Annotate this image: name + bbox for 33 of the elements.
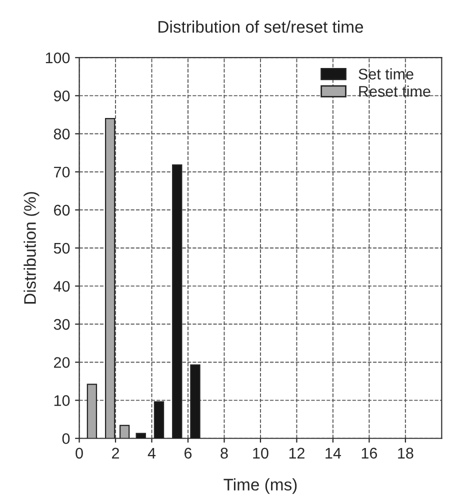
x-tick-label: 2 xyxy=(112,448,119,458)
x-tick-label: 8 xyxy=(220,448,228,459)
x-tick-label: 0 xyxy=(76,448,83,459)
y-tick-label: 40 xyxy=(54,280,70,292)
bar xyxy=(136,432,146,438)
legend-label: Reset time xyxy=(359,86,430,97)
x-axis-title: Time (ms) xyxy=(224,478,297,494)
x-tick-label: 18 xyxy=(398,448,414,459)
y-tick-label: 70 xyxy=(54,166,70,178)
y-tick-label: 30 xyxy=(54,319,70,330)
y-tick-label: 0 xyxy=(62,433,70,444)
x-tick-label: 16 xyxy=(362,448,378,459)
y-tick-label: 90 xyxy=(54,90,70,102)
bar xyxy=(104,118,116,438)
y-tick-label: 10 xyxy=(54,395,70,406)
y-tick-label: 100 xyxy=(46,52,70,64)
x-tick-label: 12 xyxy=(289,448,304,458)
y-tick-label: 60 xyxy=(54,204,70,216)
bar xyxy=(172,164,182,438)
bar xyxy=(119,424,130,438)
x-tick-label: 6 xyxy=(184,448,192,459)
chart-title: Distribution of set/reset time xyxy=(158,20,364,33)
y-tick-label: 20 xyxy=(54,357,70,368)
legend-label: Set time xyxy=(358,68,414,80)
x-tick-label: 10 xyxy=(253,448,268,459)
y-axis-title: Distribution (%) xyxy=(24,192,40,304)
x-tick-label: 4 xyxy=(148,448,156,458)
x-tick-label: 14 xyxy=(326,448,342,458)
bar xyxy=(190,364,200,438)
y-tick-label: 80 xyxy=(54,128,70,140)
bar xyxy=(86,384,98,438)
y-tick-label: 50 xyxy=(54,242,70,254)
bar xyxy=(154,401,164,438)
